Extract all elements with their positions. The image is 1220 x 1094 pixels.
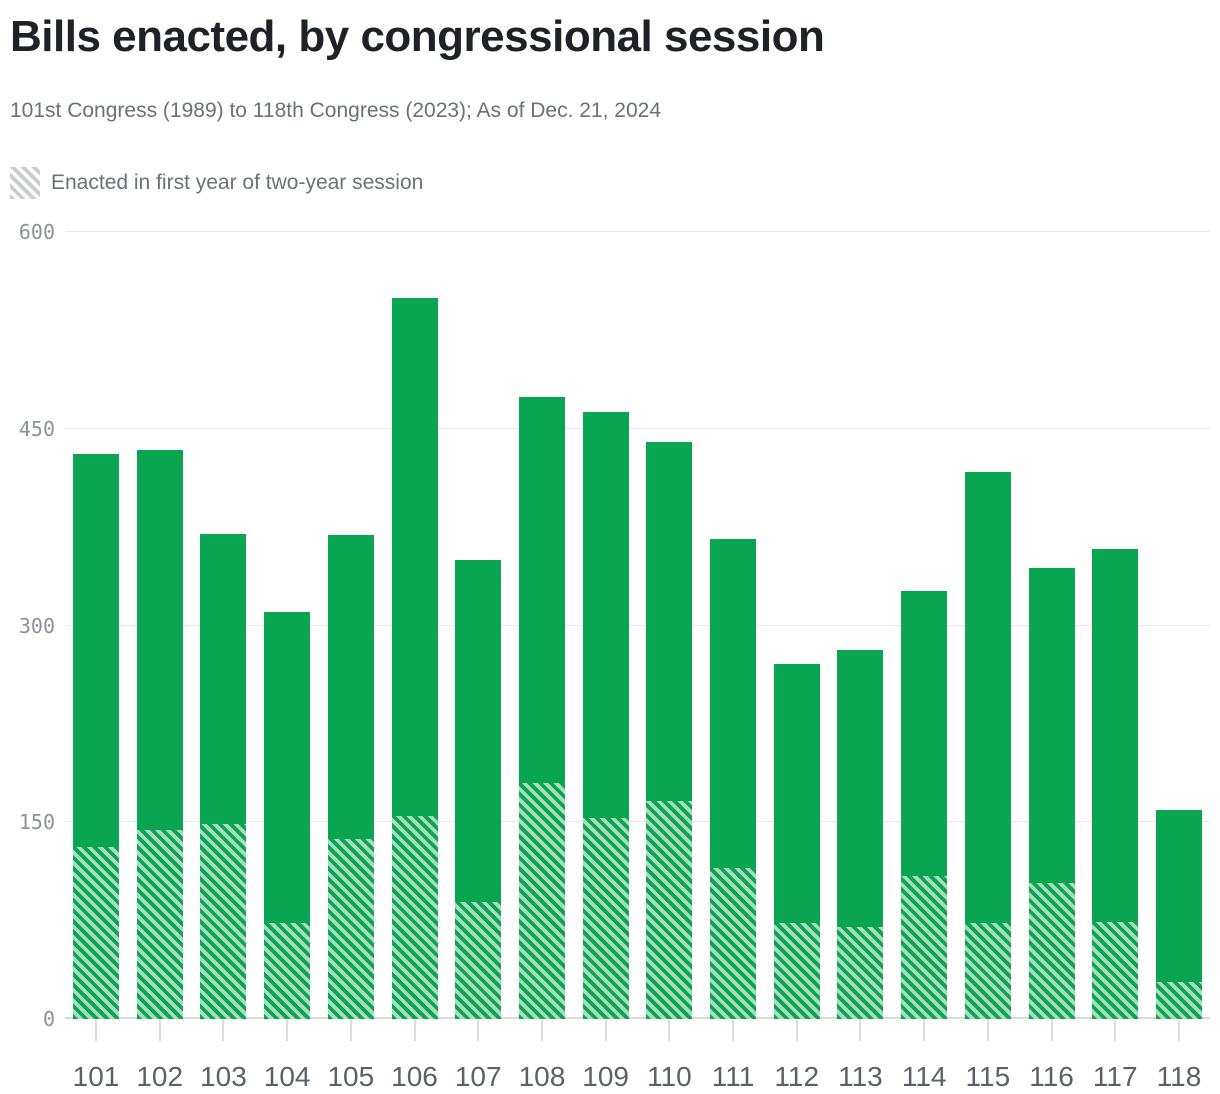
x-axis-tick bbox=[95, 1020, 97, 1041]
bar-first-year-segment bbox=[327, 839, 374, 1019]
x-axis-label-118: 118 bbox=[1156, 1061, 1202, 1092]
x-axis-tick bbox=[349, 1020, 352, 1041]
bar-first-year-segment bbox=[964, 923, 1011, 1019]
bar-first-year-segment bbox=[582, 818, 629, 1019]
bar-first-year-segment bbox=[136, 830, 183, 1019]
x-axis-label-109: 109 bbox=[582, 1061, 629, 1092]
gridlines-layer bbox=[65, 231, 1210, 1019]
x-axis-label-111: 111 bbox=[711, 1061, 755, 1092]
x-axis-label-113: 113 bbox=[838, 1061, 883, 1092]
bar-first-year-segment bbox=[710, 868, 757, 1019]
bar-congress-107[interactable]: 107 bbox=[455, 559, 502, 1092]
bar-first-year-segment bbox=[1028, 882, 1075, 1019]
x-axis-label-104: 104 bbox=[263, 1061, 311, 1092]
x-axis-tick bbox=[1050, 1020, 1053, 1041]
x-axis-label-103: 103 bbox=[200, 1061, 247, 1092]
bar-first-year-segment bbox=[837, 927, 884, 1019]
x-axis-tick bbox=[668, 1020, 671, 1041]
gridline-150 bbox=[65, 821, 1210, 823]
x-axis-tick bbox=[1114, 1020, 1117, 1041]
bar-first-year-segment bbox=[1092, 921, 1139, 1019]
x-axis-tick bbox=[986, 1020, 989, 1041]
x-axis-tick bbox=[732, 1020, 735, 1041]
x-axis-tick bbox=[222, 1020, 225, 1041]
bar-congress-103[interactable]: 103 bbox=[200, 533, 247, 1092]
bar-congress-102[interactable]: 102 bbox=[136, 449, 183, 1092]
bar-first-year-segment bbox=[200, 823, 247, 1019]
x-axis-tick bbox=[413, 1020, 416, 1041]
bar-congress-113[interactable]: 113 bbox=[837, 650, 884, 1092]
bar-chart: 0 150 300 450 600 101 102 103 104 105 106 107 108 10… bbox=[0, 222, 1220, 1092]
bar-congress-115[interactable]: 115 bbox=[964, 472, 1011, 1092]
bar-first-year-segment bbox=[73, 847, 119, 1019]
gridline-600 bbox=[65, 231, 1210, 232]
x-axis-tick bbox=[604, 1020, 607, 1041]
x-axis-label-116: 116 bbox=[1029, 1061, 1074, 1092]
bar-congress-112[interactable]: 112 bbox=[773, 663, 820, 1092]
bar-first-year-segment bbox=[455, 902, 502, 1019]
y-axis-label-450: 450 bbox=[18, 416, 55, 441]
bar-congress-111[interactable]: 111 bbox=[710, 538, 757, 1092]
bar-first-year-segment bbox=[391, 815, 438, 1019]
x-axis-label-115: 115 bbox=[965, 1061, 1011, 1092]
x-axis-tick bbox=[158, 1020, 161, 1041]
x-axis-label-107: 107 bbox=[454, 1061, 502, 1092]
y-axis-label-300: 300 bbox=[18, 613, 55, 638]
gridline-0 bbox=[65, 1017, 1210, 1019]
bar-congress-110[interactable]: 110 bbox=[646, 441, 693, 1092]
y-axis-label-150: 150 bbox=[18, 810, 55, 835]
x-axis-tick bbox=[286, 1020, 289, 1041]
x-axis-label-105: 105 bbox=[327, 1061, 375, 1092]
bars-layer: 101 102 103 104 105 106 107 108 109 110 111 112 113 1… bbox=[73, 232, 1202, 1092]
gridline-300 bbox=[65, 624, 1210, 626]
bar-first-year-segment bbox=[646, 801, 693, 1019]
x-axis-tick bbox=[923, 1020, 926, 1041]
bar-congress-118[interactable]: 118 bbox=[1155, 810, 1202, 1092]
x-axis-label-102: 102 bbox=[136, 1061, 184, 1092]
bar-congress-101[interactable]: 101 bbox=[73, 453, 119, 1092]
y-axis-labels: 0 150 300 450 600 bbox=[0, 222, 55, 1029]
bar-congress-114[interactable]: 114 bbox=[901, 591, 948, 1092]
y-axis-label-600: 600 bbox=[18, 220, 55, 244]
x-axis-label-112: 112 bbox=[774, 1061, 820, 1092]
bar-first-year-segment bbox=[264, 923, 311, 1019]
bar-first-year-segment bbox=[773, 923, 820, 1019]
bar-congress-105[interactable]: 105 bbox=[327, 535, 374, 1092]
bar-first-year-segment bbox=[518, 782, 565, 1019]
x-axis-label-108: 108 bbox=[518, 1061, 566, 1092]
chart-subtitle: 101st Congress (1989) to 118th Congress … bbox=[10, 99, 661, 122]
bar-congress-116[interactable]: 116 bbox=[1028, 567, 1075, 1092]
x-axis-tick bbox=[1177, 1020, 1180, 1041]
y-axis-label-0: 0 bbox=[42, 1007, 55, 1031]
bar-congress-106[interactable]: 106 bbox=[391, 297, 438, 1092]
x-axis-tick bbox=[859, 1020, 862, 1041]
x-axis-label-110: 110 bbox=[647, 1061, 692, 1092]
bar-congress-117[interactable]: 117 bbox=[1092, 549, 1139, 1092]
legend: Enacted in first year of two-year sessio… bbox=[10, 167, 423, 199]
x-axis-label-117: 117 bbox=[1092, 1061, 1138, 1092]
legend-label: Enacted in first year of two-year sessio… bbox=[51, 171, 424, 194]
bar-congress-108[interactable]: 108 bbox=[518, 397, 565, 1092]
bar-first-year-segment bbox=[901, 876, 948, 1019]
x-axis-label-101: 101 bbox=[72, 1061, 120, 1092]
x-axis-tick bbox=[477, 1020, 480, 1041]
gridline-450 bbox=[65, 427, 1210, 429]
bar-first-year-segment bbox=[1155, 982, 1202, 1019]
x-axis-tick bbox=[540, 1020, 543, 1041]
hatch-swatch-icon bbox=[10, 167, 40, 199]
x-axis-tick bbox=[795, 1020, 798, 1041]
page-title: Bills enacted, by congressional session bbox=[10, 12, 825, 61]
x-axis-label-114: 114 bbox=[901, 1061, 947, 1092]
bar-congress-104[interactable]: 104 bbox=[264, 612, 311, 1092]
bar-congress-109[interactable]: 109 bbox=[582, 411, 629, 1092]
x-axis-label-106: 106 bbox=[391, 1061, 438, 1092]
